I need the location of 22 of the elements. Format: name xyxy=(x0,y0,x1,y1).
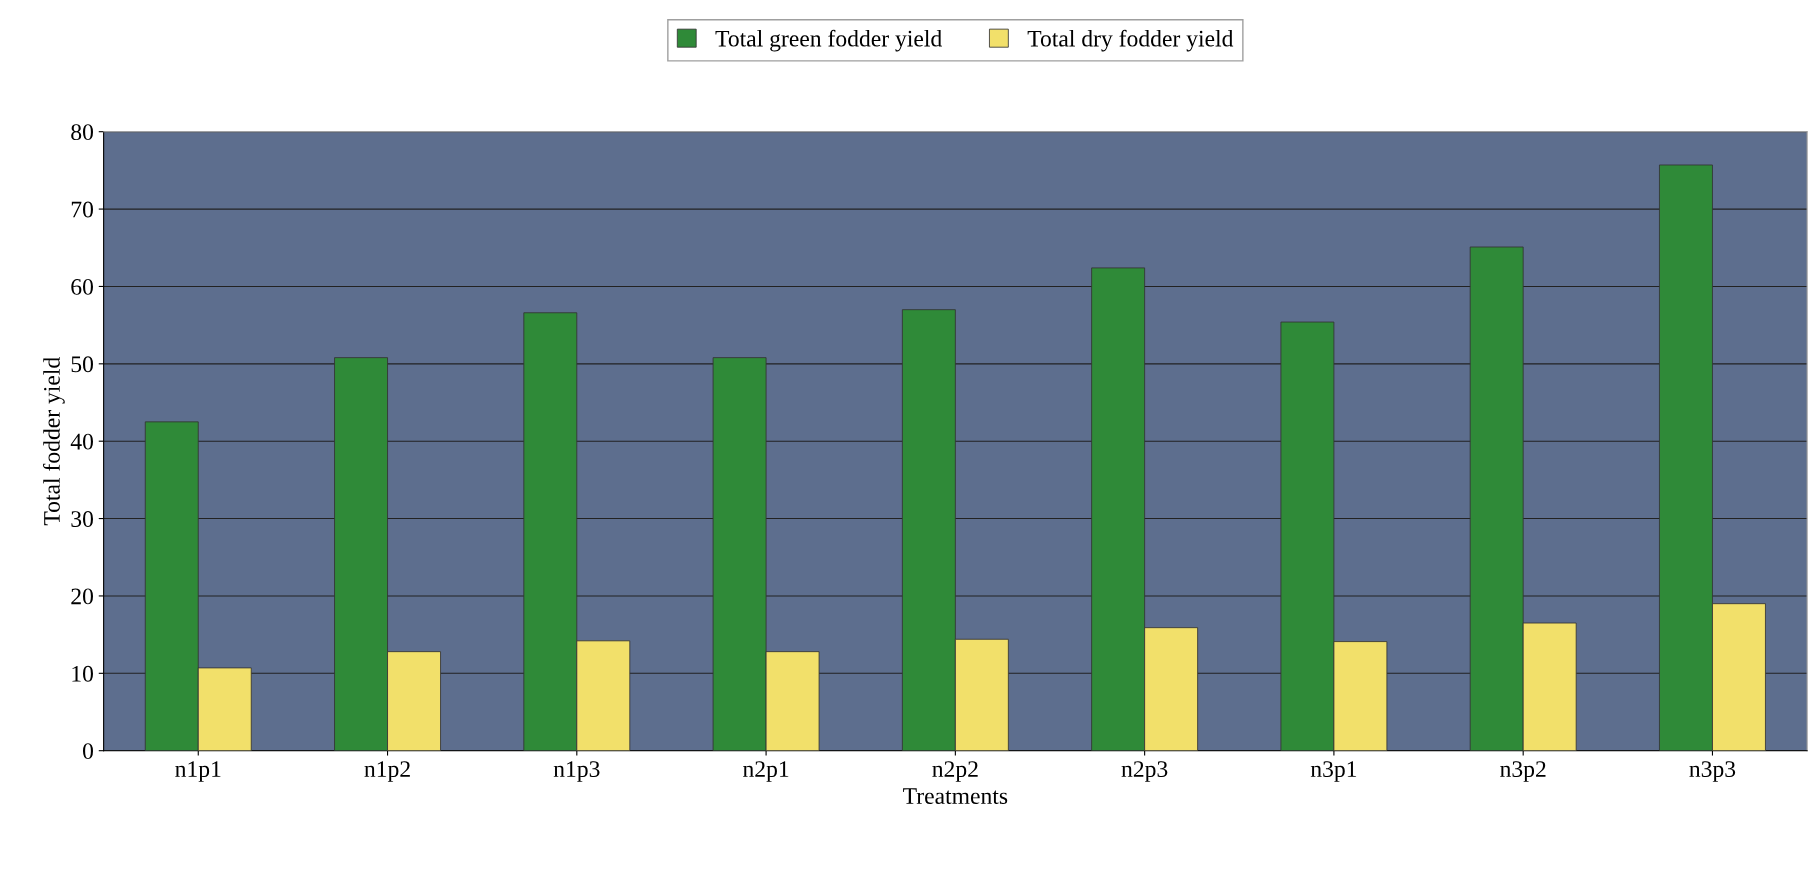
y-tick-label: 10 xyxy=(72,665,93,682)
y-tick-label: 80 xyxy=(71,124,93,141)
x-tick-label: n1p2 xyxy=(364,761,410,782)
x-axis-title: Treatments xyxy=(903,788,1008,804)
x-tick-label: n2p2 xyxy=(932,761,978,782)
y-tick-label: 0 xyxy=(83,743,93,760)
y-tick-label: 70 xyxy=(71,201,93,218)
legend-label: Total green fodder yield xyxy=(715,29,942,52)
y-tick-label: 30 xyxy=(71,511,93,527)
y-tick-label: 50 xyxy=(71,356,93,373)
x-tick-label: n1p3 xyxy=(553,761,600,782)
x-tick-label: n2p1 xyxy=(743,761,789,782)
x-tick-label: n3p2 xyxy=(1500,761,1546,782)
legend-label: Total dry fodder yield xyxy=(1027,29,1234,52)
x-tick-label: n2p3 xyxy=(1121,761,1168,782)
y-tick-label: 60 xyxy=(71,278,93,295)
y-tick-label: 20 xyxy=(71,588,93,605)
x-tick-label: n3p1 xyxy=(1310,761,1357,782)
x-tick-label: n1p1 xyxy=(175,761,221,782)
x-tick-label: n3p3 xyxy=(1689,761,1736,782)
y-tick-label: 40 xyxy=(70,433,93,450)
y-axis-title: Total fodder yield xyxy=(43,357,65,526)
